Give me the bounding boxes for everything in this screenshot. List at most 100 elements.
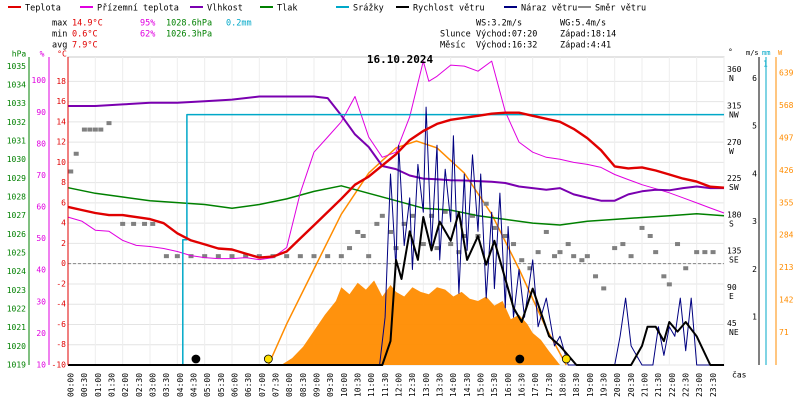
- tick-label-temp: 16: [56, 97, 66, 106]
- sun-label: Slunce: [440, 30, 471, 40]
- tick-label-hpa: 1027: [7, 211, 26, 220]
- tick-label-temp: 6: [61, 198, 66, 207]
- tick-label-hpa: 1028: [7, 193, 26, 202]
- wind-direction-point: [565, 242, 571, 247]
- tick-label-time: 05:30: [217, 373, 226, 397]
- tick-label-time: 21:00: [641, 373, 650, 397]
- legend-item: Směr větru: [578, 4, 646, 14]
- tick-label-hpa: 1026: [7, 230, 26, 239]
- moon-label: Měsíc: [440, 41, 466, 51]
- tick-label-temp: 8: [61, 178, 66, 187]
- wind-direction-point: [491, 225, 497, 230]
- tick-label-percent: 70: [36, 171, 46, 180]
- tick-label-hpa: 1019: [7, 361, 26, 370]
- tick-label-percent: 40: [36, 266, 46, 275]
- tick-label-hpa: 1032: [7, 118, 26, 127]
- tick-label-time: 07:00: [258, 373, 267, 397]
- wind-direction-point: [456, 250, 462, 255]
- tick-label-time: 14:30: [463, 373, 472, 397]
- tick-label-temp: 4: [61, 219, 66, 228]
- tick-label-compass: S: [729, 219, 734, 228]
- wind-direction-point: [311, 254, 317, 259]
- tick-label-ms: 3: [752, 217, 757, 226]
- wind-direction-point: [366, 254, 372, 259]
- wind-direction-point: [666, 282, 672, 287]
- legend-item: Přízemní teplota: [80, 4, 179, 14]
- wind-direction-point: [87, 127, 93, 132]
- stat-max-temperature: 14.9°C: [72, 19, 103, 29]
- tick-label-percent: 30: [36, 297, 46, 306]
- legend-item: Rychlost větru: [396, 4, 485, 14]
- stat-min-temperature: 0.6°C: [72, 30, 98, 40]
- tick-label-time: 12:30: [408, 373, 417, 397]
- wind-direction-point: [694, 250, 700, 255]
- series-wind-direction: [68, 121, 716, 291]
- tick-label-time: 20:00: [613, 373, 622, 397]
- wind-direction-point: [106, 121, 112, 126]
- series-ground-temperature-line: [67, 60, 725, 261]
- moonset-marker: [191, 354, 201, 364]
- axis-title-percent: %: [40, 50, 45, 59]
- wind-direction-point: [355, 229, 361, 234]
- tick-label-temp: -6: [56, 320, 66, 329]
- wind-direction-point: [98, 127, 104, 132]
- tick-label-wm2: 213: [779, 263, 794, 272]
- tick-label-time: 10:00: [340, 373, 349, 397]
- tick-label-direction: 225: [727, 174, 742, 183]
- tick-label-time: 06:30: [244, 373, 253, 397]
- tick-label-ms: 4: [752, 169, 757, 178]
- tick-label-time: 00:00: [67, 373, 76, 397]
- tick-label-percent: 60: [36, 203, 46, 212]
- wind-direction-point: [409, 213, 415, 218]
- tick-label-ms: 2: [752, 265, 757, 274]
- tick-label-percent: 80: [36, 139, 46, 148]
- wind-direction-point: [379, 213, 385, 218]
- wind-direction-point: [527, 266, 533, 271]
- wind-direction-point: [256, 254, 262, 259]
- series-pressure-line: [67, 185, 725, 226]
- stat-wind-speed: WS:3.2m/s: [476, 19, 522, 29]
- axis-title-time: čas: [732, 370, 747, 380]
- tick-label-time: 19:30: [600, 373, 609, 397]
- tick-label-hpa: 1025: [7, 249, 26, 258]
- wind-direction-point: [429, 213, 435, 218]
- tick-label-percent: 20: [36, 329, 46, 338]
- wind-direction-point: [229, 254, 235, 259]
- wind-direction-point: [702, 250, 708, 255]
- tick-label-temp: 0: [61, 259, 66, 268]
- tick-label-wm2: 568: [779, 101, 794, 110]
- wind-direction-point: [442, 209, 448, 214]
- legend-label: Náraz větru: [521, 4, 577, 14]
- tick-label-time: 07:30: [272, 373, 281, 397]
- series-solar-radiation-area: [68, 280, 724, 365]
- wind-direction-point: [683, 266, 689, 271]
- wind-direction-point: [628, 254, 634, 259]
- tick-label-time: 18:30: [572, 373, 581, 397]
- tick-label-direction: 270: [727, 138, 742, 147]
- tick-label-time: 13:00: [422, 373, 431, 397]
- tick-label-percent: 90: [36, 108, 46, 117]
- tick-label-direction: 90: [727, 283, 737, 292]
- wind-direction-point: [284, 254, 290, 259]
- wind-direction-point: [92, 127, 98, 132]
- wind-direction-point: [584, 254, 590, 259]
- tick-label-mm: 1: [763, 60, 768, 69]
- tick-label-time: 16:30: [518, 373, 527, 397]
- tick-label-ms: 1: [752, 313, 757, 322]
- wind-direction-point: [675, 242, 681, 247]
- series-wind-speed-line: [68, 211, 724, 366]
- tick-label-compass: NE: [729, 328, 739, 337]
- wind-direction-point: [661, 274, 667, 279]
- wind-direction-point: [543, 229, 549, 234]
- tick-label-time: 04:00: [176, 373, 185, 397]
- chart-title: 16.10.2024: [367, 53, 434, 66]
- stat-label-max: max: [52, 19, 67, 29]
- wind-direction-point: [131, 221, 137, 226]
- tick-label-wm2: 142: [779, 296, 794, 305]
- tick-label-time: 15:30: [490, 373, 499, 397]
- stat-label-min: min: [52, 30, 67, 40]
- legend-item: Náraz větru: [504, 4, 577, 14]
- legend-label: Rychlost větru: [413, 4, 485, 14]
- stat-avg-temperature: 7.9°C: [72, 41, 98, 51]
- tick-label-temp: -2: [56, 279, 66, 288]
